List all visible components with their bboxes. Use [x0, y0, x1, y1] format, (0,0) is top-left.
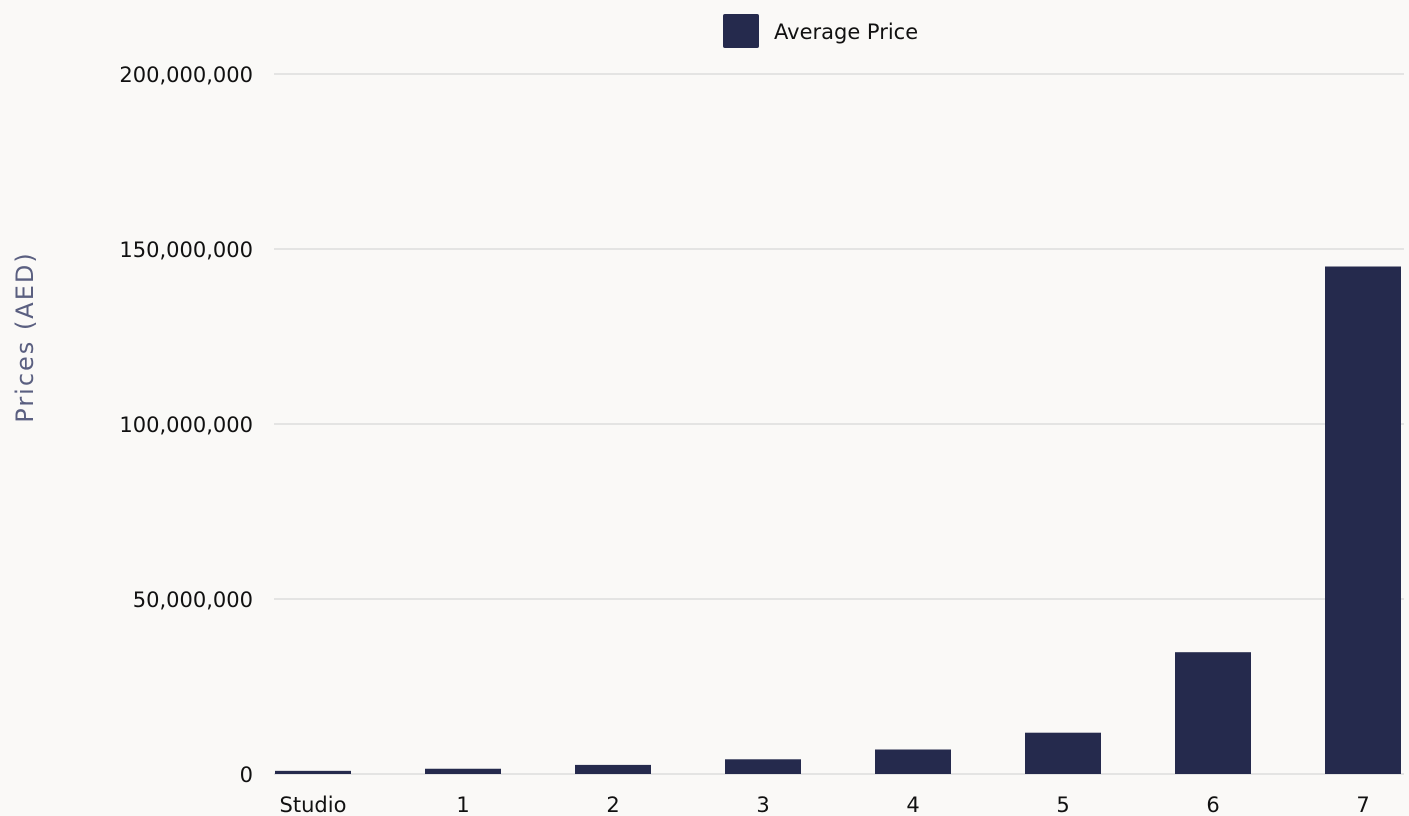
- x-tick-label: 6: [1206, 793, 1219, 816]
- y-axis-label: Prices (AED): [11, 251, 39, 422]
- x-axis-ticks: Studio 1 2 3 4 5 6 7: [280, 793, 1370, 816]
- bar-5: [1025, 732, 1101, 774]
- x-tick-label: 3: [756, 793, 769, 816]
- x-tick-label: 4: [906, 793, 919, 816]
- y-tick-label: 200,000,000: [119, 63, 253, 87]
- x-tick-label: 5: [1056, 793, 1069, 816]
- y-tick-label: 0: [240, 763, 253, 787]
- bars: [275, 266, 1401, 774]
- bar-7: [1325, 266, 1401, 774]
- legend-label: Average Price: [774, 20, 918, 44]
- legend-swatch: [723, 14, 759, 48]
- y-tick-label: 100,000,000: [119, 413, 253, 437]
- bar-1: [425, 768, 501, 774]
- bar-4: [875, 749, 951, 774]
- legend: Average Price: [723, 14, 918, 48]
- bar-2: [575, 764, 651, 774]
- bar-6: [1175, 652, 1251, 774]
- y-tick-label: 150,000,000: [119, 238, 253, 262]
- x-tick-label: 2: [606, 793, 619, 816]
- x-tick-label: Studio: [280, 793, 347, 816]
- x-tick-label: 7: [1356, 793, 1369, 816]
- bar-3: [725, 759, 801, 774]
- y-tick-label: 50,000,000: [133, 588, 253, 612]
- x-tick-label: 1: [456, 793, 469, 816]
- y-axis-ticks: 0 50,000,000 100,000,000 150,000,000 200,000…: [119, 63, 253, 787]
- bar-studio: [275, 770, 351, 774]
